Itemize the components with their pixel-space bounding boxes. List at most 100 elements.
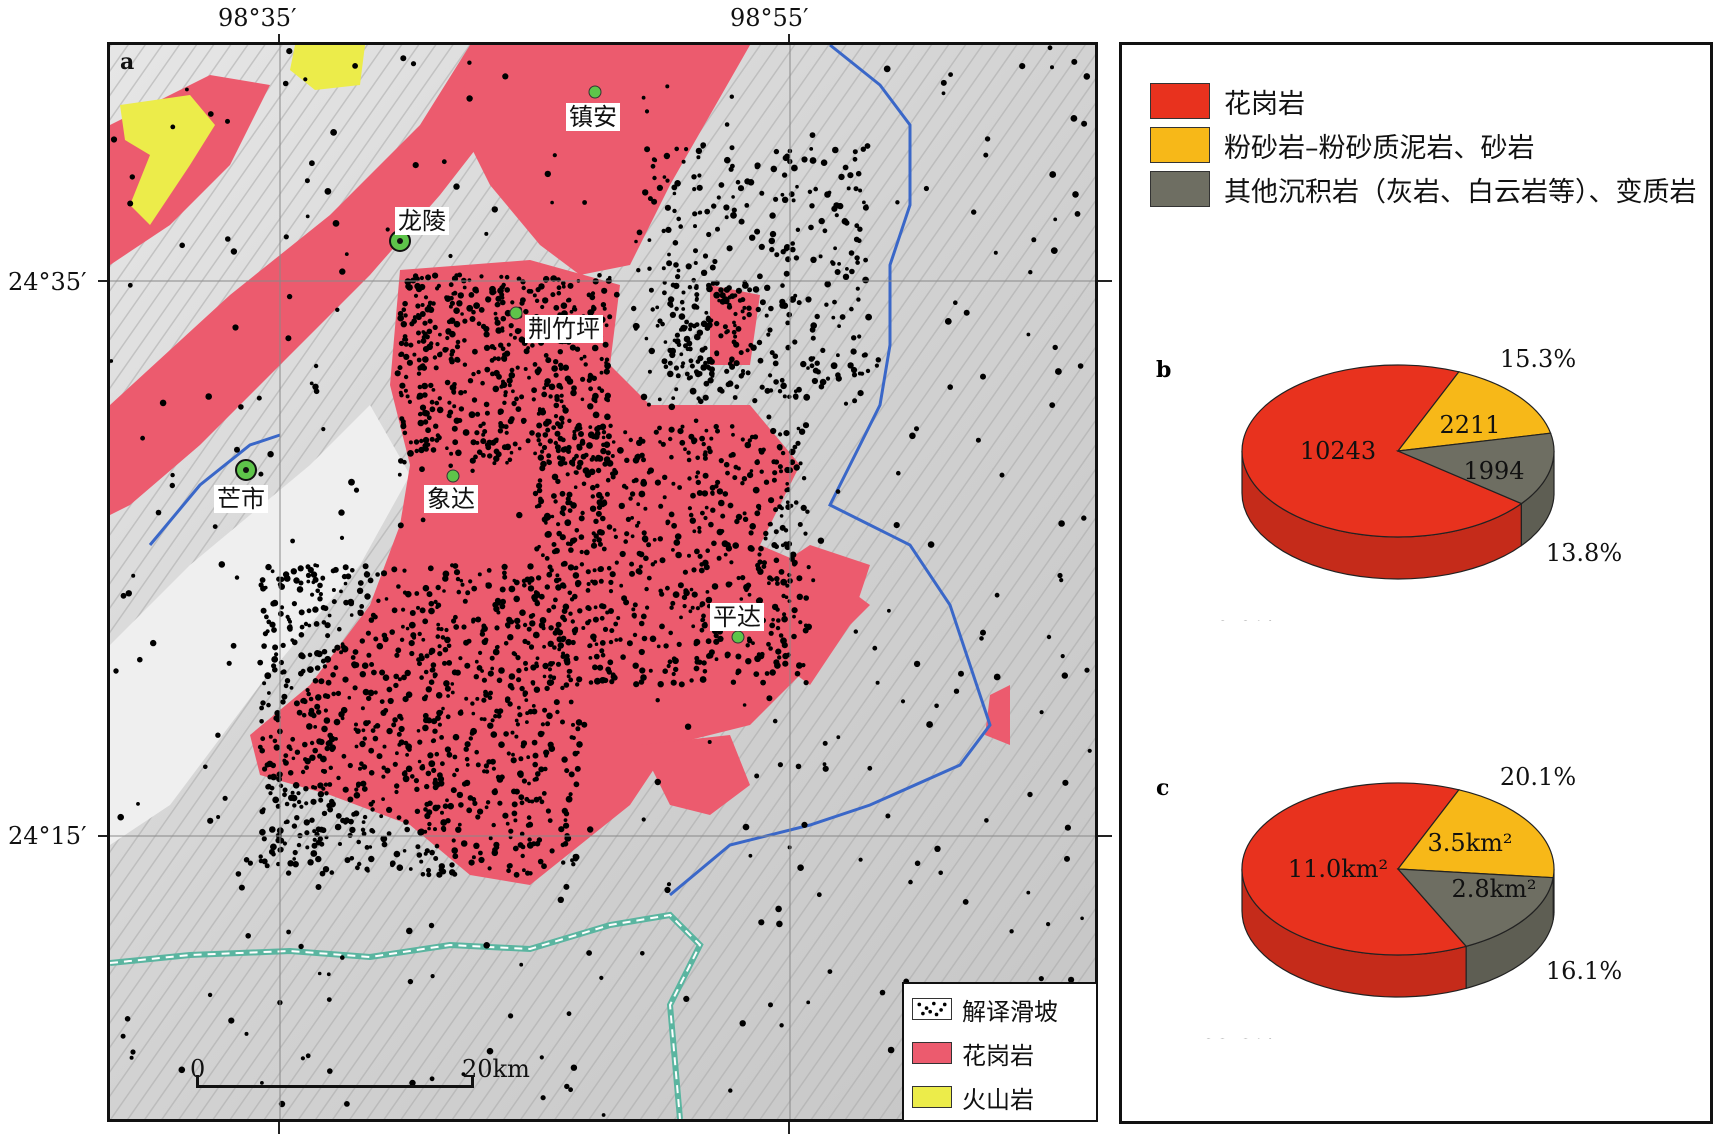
- landslide-dot: [726, 304, 733, 310]
- landslide-dot: [805, 509, 810, 514]
- landslide-dot: [790, 241, 795, 246]
- landslide-dot: [422, 392, 428, 398]
- landslide-dot: [563, 658, 569, 663]
- landslide-dot: [390, 862, 395, 868]
- landslide-dot: [544, 584, 550, 590]
- landslide-dot: [837, 324, 841, 328]
- volcanic-north: [290, 45, 365, 90]
- landslide-dot: [523, 660, 528, 666]
- landslide-dot: [704, 310, 709, 315]
- landslide-dot: [366, 695, 372, 702]
- landslide-dot: [262, 766, 268, 772]
- landslide-dot: [1080, 916, 1084, 921]
- landslide-dot: [342, 786, 349, 793]
- landslide-dot: [259, 719, 264, 724]
- landslide-dot: [787, 572, 792, 578]
- landslide-dot: [527, 837, 532, 842]
- landslide-dot: [307, 859, 314, 866]
- landslide-dot: [683, 447, 687, 452]
- landslide-dot: [809, 326, 816, 333]
- landslide-dot: [506, 377, 513, 384]
- landslide-dot: [713, 638, 720, 645]
- landslide-dot: [822, 740, 828, 746]
- landslide-dot: [364, 866, 370, 872]
- landslide-dot: [286, 929, 291, 935]
- landslide-dot: [551, 542, 557, 547]
- landslide-dot: [656, 644, 661, 649]
- landslide-dot: [419, 466, 425, 473]
- landslide-dot: [484, 805, 489, 810]
- landslide-dot: [265, 784, 271, 790]
- landslide-dot: [914, 860, 921, 867]
- landslide-dot: [566, 444, 572, 451]
- landslide-dot: [683, 335, 691, 343]
- landslide-dot: [700, 269, 708, 276]
- landslide-dot: [688, 512, 694, 518]
- landslide-dot: [572, 435, 577, 441]
- landslide-dot: [476, 321, 482, 327]
- landslide-dot: [407, 747, 412, 752]
- landslide-dot: [322, 769, 328, 774]
- landslide-dot: [276, 776, 282, 783]
- landslide-dot: [716, 555, 722, 561]
- landslide-dot: [293, 700, 300, 707]
- landslide-dot: [590, 494, 595, 499]
- landslide-dot: [798, 461, 803, 466]
- landslide-dot: [449, 300, 455, 306]
- landslide-dot: [689, 678, 694, 683]
- landslide-dot: [602, 306, 607, 311]
- landslide-dot: [560, 614, 566, 621]
- landslide-dot: [492, 847, 498, 853]
- landslide-dot: [344, 857, 351, 864]
- landslide-dot: [264, 672, 272, 680]
- landslide-dot: [785, 482, 789, 486]
- landslide-dot: [120, 1033, 126, 1039]
- landslide-dot: [300, 769, 306, 775]
- landslide-dot: [426, 809, 433, 816]
- landslide-dot: [773, 148, 780, 155]
- landslide-dot: [341, 753, 347, 759]
- landslide-dot: [357, 580, 364, 586]
- pie-value-label: 2211: [1439, 411, 1500, 439]
- landslide-dot: [830, 362, 838, 370]
- landslide-dot: [610, 673, 617, 681]
- landslide-dot: [662, 668, 668, 674]
- landslide-dot: [419, 404, 427, 411]
- landslide-dot: [416, 729, 421, 733]
- landslide-dot: [597, 273, 602, 278]
- landslide-dot: [747, 438, 752, 443]
- landslide-dot: [512, 845, 519, 852]
- landslide-dot: [398, 340, 405, 347]
- landslide-dot: [542, 386, 547, 390]
- landslide-dot: [581, 721, 588, 728]
- landslide-dot: [687, 285, 693, 290]
- landslide-dot: [667, 370, 674, 378]
- landslide-dot: [441, 159, 447, 165]
- landslide-dot: [553, 499, 558, 504]
- landslide-dot: [433, 365, 439, 371]
- landslide-dot: [934, 845, 941, 852]
- landslide-dot: [402, 568, 407, 573]
- landslide-dot: [600, 515, 606, 522]
- landslide-dot: [305, 688, 310, 693]
- landslide-dot: [337, 626, 342, 632]
- landslide-dot: [761, 564, 767, 569]
- landslide-dot: [672, 338, 677, 343]
- landslide-dot: [678, 313, 686, 320]
- landslide-dot: [504, 430, 509, 435]
- landslide-dot: [449, 862, 455, 868]
- landslide-dot: [779, 495, 784, 500]
- landslide-dot: [417, 759, 422, 764]
- landslide-dot: [548, 679, 555, 686]
- landslide-dot: [434, 843, 440, 849]
- landslide-dot: [640, 613, 647, 620]
- landslide-dot: [423, 446, 429, 452]
- landslide-dot: [772, 353, 779, 360]
- landslide-dot: [596, 504, 603, 510]
- landslide-dot: [461, 1072, 466, 1076]
- scale-bar: 0 20km: [190, 1055, 530, 1095]
- landslide-dot: [546, 712, 553, 720]
- landslide-dot: [451, 669, 458, 676]
- landslide-dot: [600, 447, 607, 455]
- landslide-dot: [835, 489, 841, 494]
